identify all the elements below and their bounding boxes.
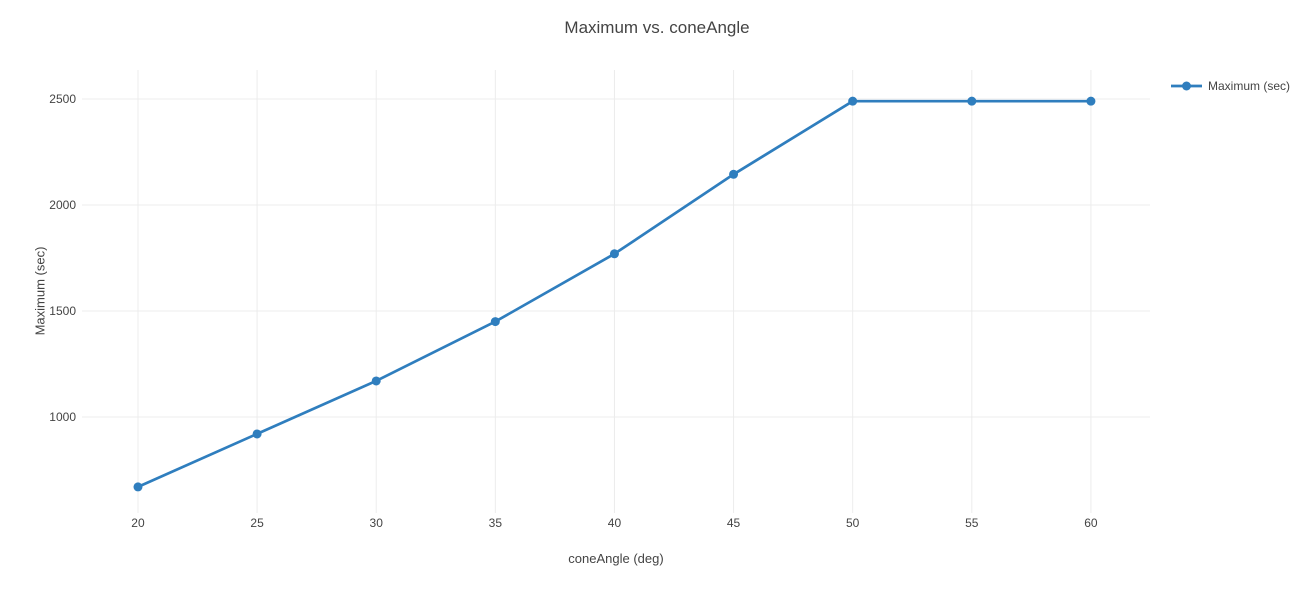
data-point[interactable] [1086,96,1096,106]
x-tick-label: 20 [131,516,145,530]
legend-swatch-line-marker-icon [1171,81,1202,91]
x-tick-label: 35 [489,516,503,530]
x-tick-label: 30 [370,516,384,530]
data-point[interactable] [490,317,500,327]
data-point[interactable] [371,376,381,386]
legend-item-label: Maximum (sec) [1208,79,1291,93]
y-tick-label: 1000 [49,410,76,424]
data-point[interactable] [967,96,977,106]
data-point[interactable] [609,249,619,259]
chart-title: Maximum vs. coneAngle [564,18,750,37]
data-point[interactable] [133,482,143,492]
x-tick-label: 55 [965,516,979,530]
x-tick-label: 60 [1084,516,1098,530]
x-axis-title: coneAngle (deg) [568,551,664,566]
x-tick-label: 50 [846,516,860,530]
data-point[interactable] [848,96,858,106]
data-point[interactable] [252,429,262,439]
y-axis-title: Maximum (sec) [32,246,48,336]
data-point[interactable] [729,169,739,179]
y-tick-label: 2000 [49,198,76,212]
y-tick-label: 2500 [49,92,76,106]
y-tick-label: 1500 [49,304,76,318]
x-tick-label: 40 [608,516,622,530]
x-tick-label: 25 [250,516,264,530]
x-tick-label: 45 [727,516,741,530]
legend-item-maximum[interactable]: Maximum (sec) [1170,79,1290,93]
